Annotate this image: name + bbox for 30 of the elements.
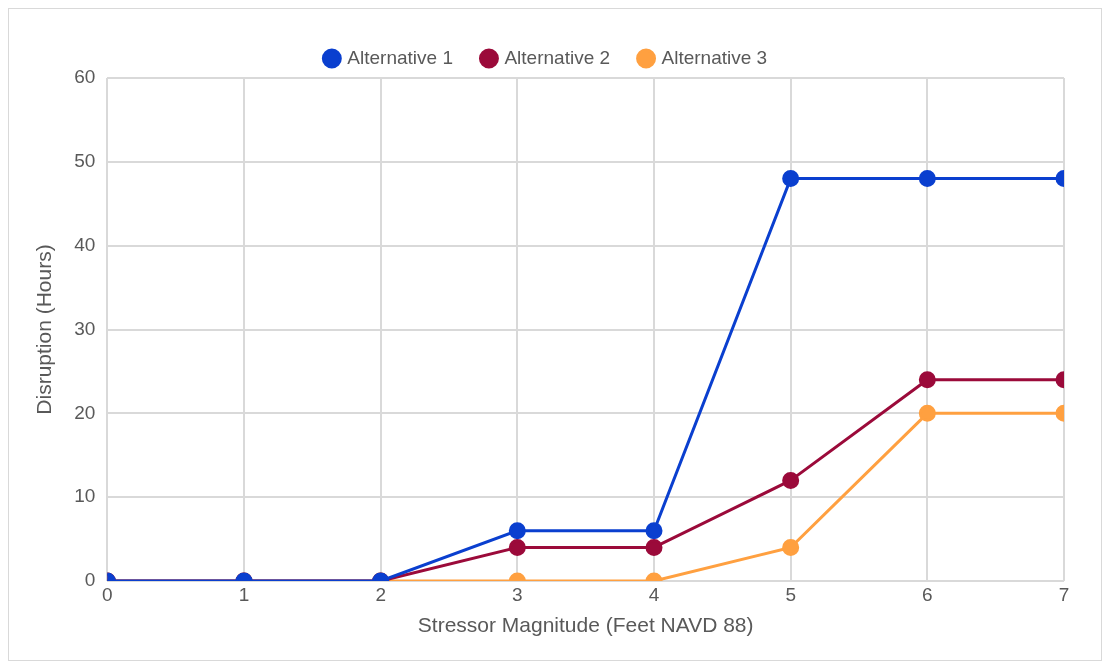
y-tick-label: 50 [74,150,96,172]
point [508,538,526,556]
point [782,471,800,489]
legend-label: Alternative 2 [504,46,611,68]
y-tick-label: 60 [74,66,96,88]
legend-label: Alternative 3 [661,46,768,68]
point [918,170,936,188]
y-tick-label: 30 [74,317,96,339]
y-tick-label: 40 [74,233,96,255]
y-tick-label: 10 [74,485,96,507]
x-tick-label: 6 [922,583,933,605]
x-tick-label: 4 [648,583,660,605]
point [918,404,936,422]
x-tick-label: 3 [512,583,523,605]
x-tick-label: 0 [102,583,113,605]
x-tick-label: 2 [375,583,386,605]
point [782,538,800,556]
point [645,538,663,556]
point [508,522,526,540]
point [645,522,663,540]
y-tick-label: 20 [74,401,96,423]
legend-label: Alternative 1 [347,46,453,68]
y-tick-label: 0 [84,569,96,591]
x-tick-label: 7 [1058,583,1070,605]
point [918,371,936,389]
x-tick-label: 1 [238,583,250,605]
x-axis-title: Stressor Magnitude (Feet NAVD 88) [417,613,754,637]
point [782,170,800,188]
x-tick-label: 5 [785,583,796,605]
y-axis-title: Disruption (Hours) [32,244,56,415]
